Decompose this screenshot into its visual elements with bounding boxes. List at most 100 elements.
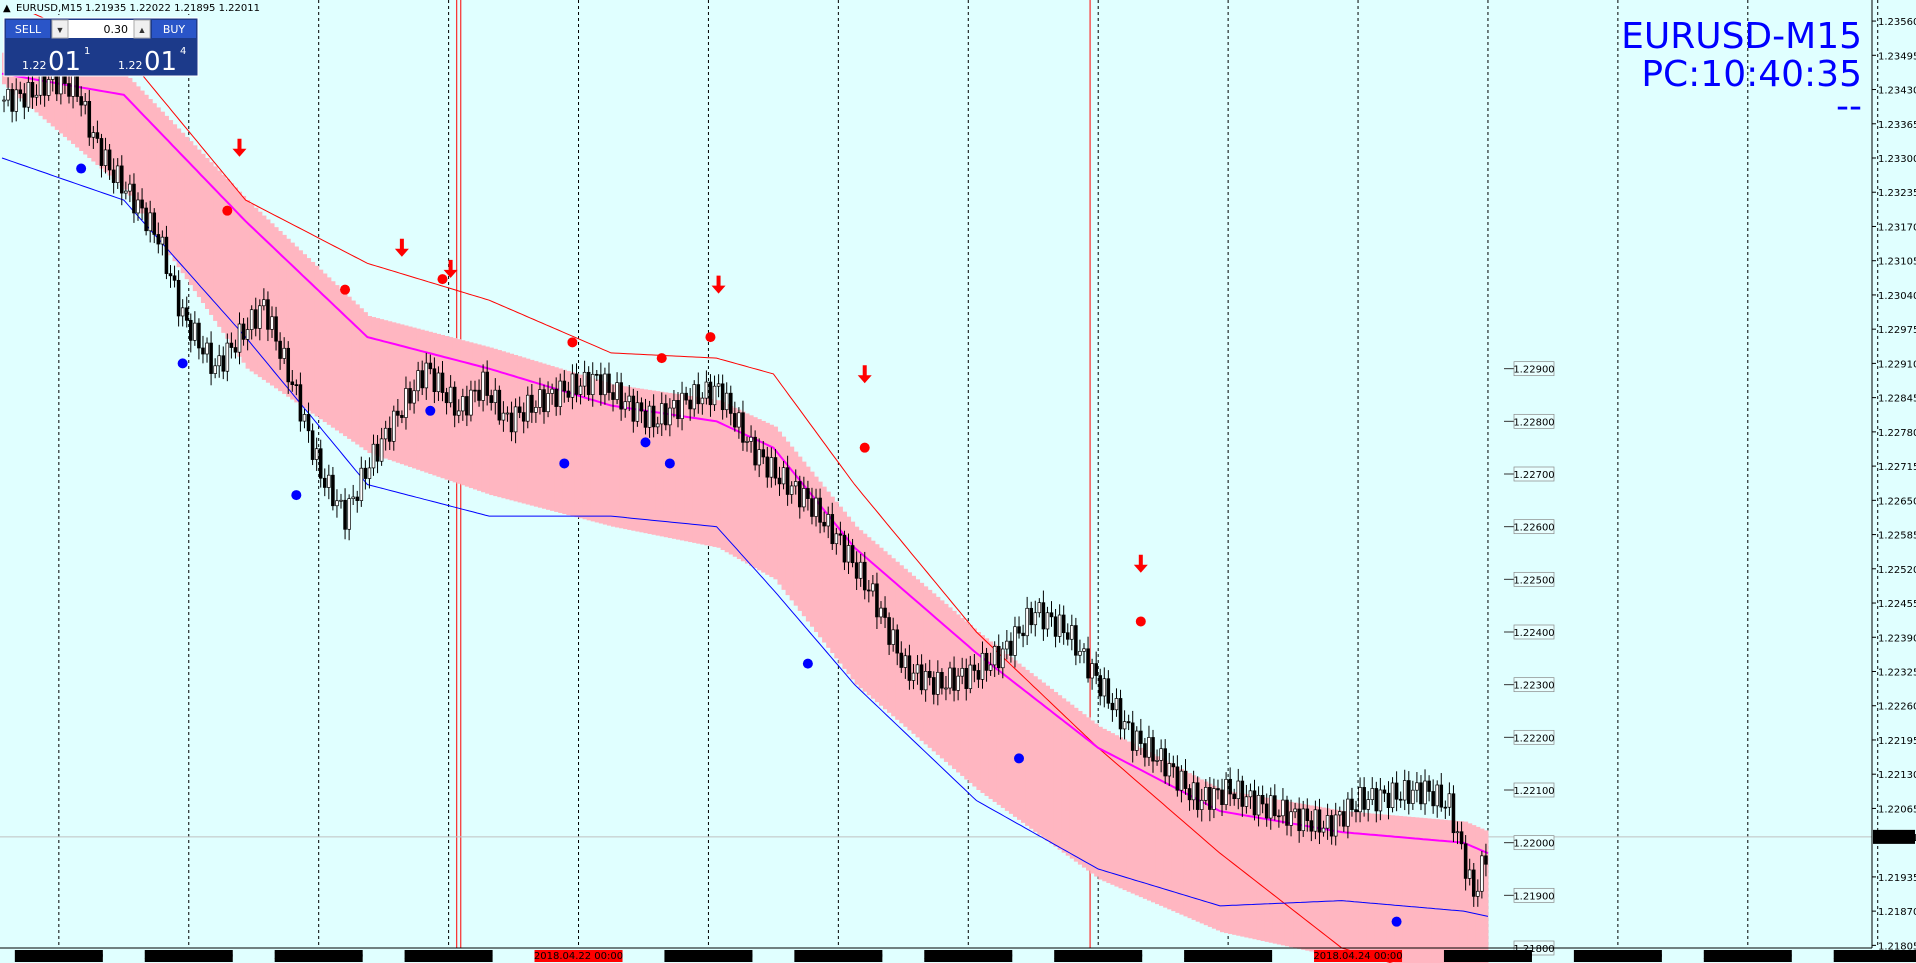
- band-segment: [1167, 762, 1172, 910]
- band-segment: [1171, 764, 1176, 912]
- candle-body: [298, 384, 303, 422]
- candle-body: [241, 323, 246, 340]
- header-arrow-icon: ▲: [3, 3, 11, 14]
- band-segment: [91, 68, 96, 162]
- candle-body: [688, 399, 692, 410]
- candle-body: [387, 427, 392, 442]
- band-segment: [1086, 717, 1091, 871]
- overlay-clock: PC:10:40:35: [1641, 54, 1862, 95]
- band-segment: [801, 461, 807, 617]
- band-segment: [148, 99, 153, 226]
- band-segment: [489, 347, 494, 496]
- band-segment: [529, 359, 535, 506]
- buy-signal-dot: [425, 405, 436, 416]
- band-segment: [144, 94, 149, 220]
- buy-button[interactable]: BUY: [152, 20, 196, 38]
- band-segment: [249, 203, 255, 372]
- candle-body: [1005, 640, 1009, 650]
- band-segment: [1276, 799, 1282, 945]
- candle-body: [850, 545, 855, 564]
- date-label: 2018.04.24 08:00: [1573, 951, 1662, 962]
- candle-body: [1151, 737, 1155, 762]
- band-segment: [688, 396, 693, 543]
- lot-decrease-button[interactable]: [51, 19, 69, 39]
- band-segment: [180, 132, 186, 274]
- band-segment: [1041, 682, 1046, 838]
- candle-body: [67, 83, 71, 97]
- sell-signal-dot: [656, 353, 667, 364]
- candle-body: [1260, 794, 1265, 805]
- candle-body: [1273, 795, 1277, 817]
- candle-body: [826, 514, 830, 527]
- candle-body: [1484, 855, 1488, 865]
- candle-body: [1159, 748, 1163, 761]
- candle-body: [927, 671, 932, 678]
- band-segment: [1098, 726, 1103, 880]
- candle-body: [745, 441, 749, 443]
- date-label: 2018.04.24 16:00: [1833, 951, 1916, 962]
- band-segment: [838, 506, 843, 664]
- candle-body: [469, 389, 473, 416]
- band-segment: [842, 511, 847, 669]
- candle-body: [785, 467, 790, 495]
- candle-body: [651, 405, 656, 428]
- upper-band-line: [1, 0, 1394, 963]
- candle-body: [505, 412, 510, 415]
- candle-body: [440, 372, 445, 393]
- band-segment: [233, 187, 238, 351]
- band-segment: [477, 344, 482, 491]
- band-segment: [566, 370, 571, 516]
- band-segment: [1232, 792, 1237, 935]
- sell-arrow-icon: [857, 365, 872, 384]
- candle-body: [249, 309, 254, 330]
- date-label-box: [664, 950, 753, 962]
- candle-body: [879, 607, 883, 618]
- band-segment: [95, 68, 100, 166]
- band-segment: [1451, 820, 1456, 963]
- band-segment: [1029, 673, 1034, 829]
- candle-body: [1285, 799, 1289, 826]
- band-segment: [200, 153, 206, 304]
- band-segment: [1179, 768, 1184, 915]
- band-segment: [391, 322, 397, 462]
- sell-signal-dot: [222, 205, 233, 216]
- candle-body: [509, 412, 514, 433]
- candle-body: [335, 500, 339, 507]
- band-segment: [1195, 777, 1201, 922]
- candle-body: [111, 169, 116, 183]
- level-box: [1513, 835, 1555, 851]
- lot-increase-button[interactable]: [133, 19, 151, 39]
- band-segment: [1203, 781, 1209, 926]
- level-label: 1.22600: [1513, 523, 1554, 534]
- band-segment: [338, 288, 344, 434]
- candle-body: [1212, 788, 1216, 810]
- candle-body: [160, 236, 165, 245]
- band-segment: [1297, 803, 1302, 949]
- sell-price-button[interactable]: 1.22 01 1: [6, 40, 100, 77]
- candle-body: [193, 322, 197, 341]
- lot-stepper[interactable]: ▼ 0.30 ▲: [51, 19, 151, 39]
- band-segment: [517, 356, 523, 503]
- band-segment: [1110, 733, 1115, 885]
- price-tick-label: 1.23430: [1878, 86, 1916, 97]
- band-segment: [1402, 816, 1408, 963]
- date-label: 2018.04.24 12:00: [1703, 951, 1792, 962]
- band-segment: [1211, 785, 1217, 929]
- band-segment: [1236, 792, 1241, 936]
- band-segment: [481, 345, 486, 493]
- band-segment: [1443, 819, 1448, 963]
- sell-button[interactable]: SELL: [6, 20, 50, 38]
- candle-body: [71, 74, 75, 97]
- band-segment: [1102, 728, 1107, 882]
- candle-body: [619, 382, 623, 410]
- candle-body: [862, 561, 867, 591]
- band-segment: [744, 413, 750, 564]
- candle-body: [404, 388, 408, 418]
- band-segment: [103, 70, 109, 173]
- band-segment: [1378, 814, 1383, 962]
- band-segment: [1215, 787, 1221, 931]
- buy-price-button[interactable]: 1.22 01 4: [102, 40, 196, 77]
- lot-value[interactable]: 0.30: [104, 23, 129, 36]
